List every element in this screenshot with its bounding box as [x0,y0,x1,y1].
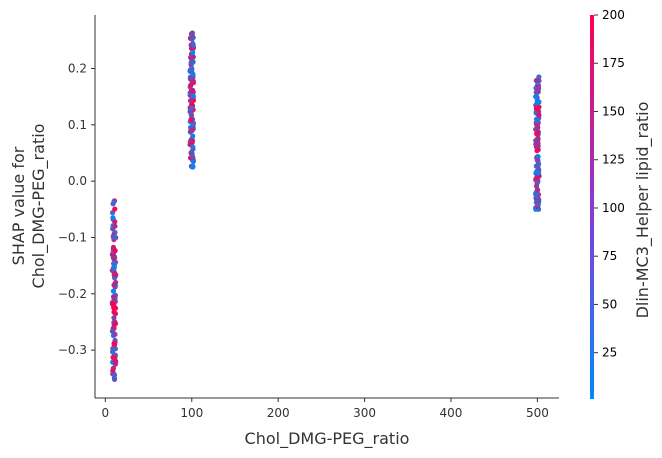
scatter-point [111,282,117,288]
scatter-point [190,42,196,48]
scatter-point [112,248,118,254]
scatter-point [190,154,196,160]
scatter-point [534,175,540,181]
scatter-point [111,315,117,321]
scatter-point [190,144,196,150]
colorbar-tick-label: 175 [602,56,625,70]
colorbar-tick-label: 75 [602,249,617,263]
colorbar-title: Dlin-MC3_Helper lipid_ratio [633,102,653,319]
colorbar-tick-label: 25 [602,346,617,360]
x-tick-label: 200 [267,406,290,420]
scatter-point [533,126,539,132]
scatter-point [533,105,539,112]
scatter-point [535,187,541,193]
scatter-point [112,320,119,327]
scatter-point [187,98,194,104]
scatter-point [189,66,195,72]
scatter-point [189,127,195,134]
scatter-point [112,206,118,212]
scatter-point [113,358,119,364]
colorbar-tick-label: 50 [602,297,617,311]
x-tick-label: 0 [102,406,110,420]
scatter-point [533,192,539,198]
scatter-point [111,256,117,262]
scatter-point [110,368,116,374]
scatter-point [109,349,116,355]
y-ticks: −0.3 −0.2 −0.1 0.0 0.1 0.2 [58,62,95,357]
scatter-point [535,85,542,91]
colorbar-tick-label: 200 [602,8,625,22]
scatter-point [534,157,540,163]
x-tick-label: 100 [180,406,203,420]
scatter-point [110,215,116,221]
scatter-point [534,131,540,137]
scatter-point [190,71,196,77]
x-tick-label: 400 [440,406,463,420]
x-ticks: 0 100 200 300 400 500 [102,398,549,420]
scatter-point [534,164,540,170]
y-axis-title-line2: Chol_DMG-PEG_ratio [29,124,49,289]
scatter-point [188,137,194,143]
scatter-point [110,294,117,300]
scatter-point [534,148,540,154]
scatter-point [535,137,541,143]
scatter-point [190,78,196,84]
scatter-point [111,304,117,310]
scatter-point [110,288,117,294]
scatter-point [188,149,194,156]
scatter-point [533,77,539,84]
y-tick-label: −0.3 [58,343,87,357]
scatter-point [535,170,541,176]
scatter-point [535,143,541,149]
scatter-point [188,116,194,123]
y-axis-title-line1: SHAP value for [9,146,28,265]
y-tick-label: 0.2 [68,62,87,76]
scatter-point [188,112,194,118]
y-tick-label: −0.1 [58,230,87,244]
scatter-point [535,179,541,185]
scatter-point [188,59,194,65]
x-tick-label: 300 [353,406,376,420]
scatter-point [190,93,196,99]
scatter-points [109,30,542,383]
scatter-point [112,261,118,267]
scatter-point [534,97,540,103]
colorbar-tick-label: 100 [602,201,625,215]
scatter-point [111,309,117,315]
scatter-point [110,201,116,207]
colorbar-tick-label: 125 [602,153,625,167]
colorbar-tick-label: 150 [602,104,625,118]
scatter-point [188,54,194,61]
y-tick-label: 0.1 [68,118,87,132]
scatter-point [112,331,118,337]
scatter-point [112,341,118,347]
scatter-point [190,163,196,169]
scatter-point [190,159,196,165]
scatter-point [188,88,195,94]
scatter-point [190,50,196,56]
scatter-point [110,265,116,271]
y-tick-label: −0.2 [58,287,87,301]
colorbar [590,15,594,399]
scatter-point [188,105,194,111]
scatter-point [110,354,116,360]
scatter-point [189,32,195,39]
x-axis-title: Chol_DMG-PEG_ratio [245,429,410,449]
scatter-point [113,272,119,278]
colorbar-ticks: 25 50 75 100 125 150 175 200 [594,8,625,360]
scatter-point [111,372,118,378]
scatter-point [112,223,118,229]
scatter-point [112,234,118,240]
scatter-point [536,112,542,118]
x-tick-label: 500 [526,406,549,420]
scatter-point [533,199,539,205]
y-tick-label: 0.0 [68,174,87,188]
